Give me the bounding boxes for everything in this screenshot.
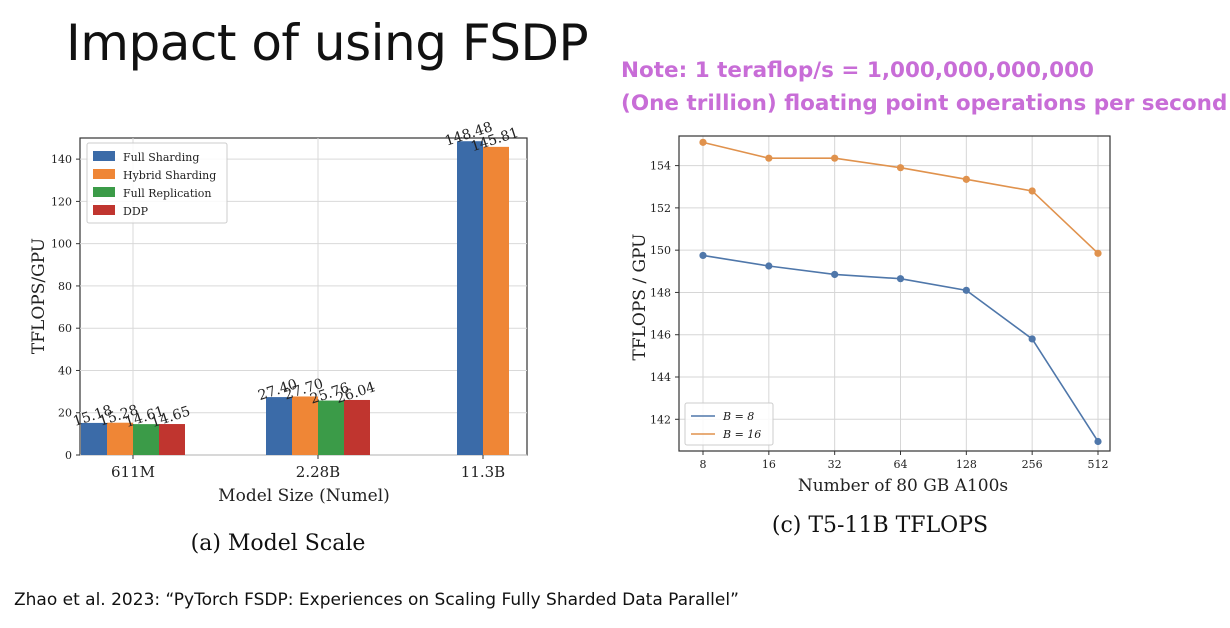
bar-legend-swatch (93, 169, 115, 179)
bar (457, 141, 483, 455)
bar-x-axis-label: Model Size (Numel) (218, 486, 390, 506)
line-x-tick-label: 16 (762, 458, 776, 471)
bar (159, 424, 185, 455)
bar-y-tick-label: 140 (51, 153, 72, 166)
data-point (765, 154, 773, 162)
line-y-tick-label: 142 (650, 413, 671, 426)
bar (483, 146, 509, 455)
bar-legend-swatch (93, 205, 115, 215)
line-legend-label: B = 8 (722, 410, 754, 423)
bar-y-tick-label: 40 (58, 364, 72, 377)
line-legend-label: B = 16 (722, 428, 761, 441)
line-y-tick-label: 150 (650, 244, 671, 257)
slide-title: Impact of using FSDP (66, 14, 589, 72)
data-point (962, 175, 970, 183)
bar (107, 422, 133, 455)
line-x-tick-label: 32 (828, 458, 842, 471)
bar-legend-label: Full Sharding (123, 151, 199, 164)
bar-legend-label: Full Replication (123, 187, 211, 200)
data-point (896, 275, 905, 283)
bar-x-tick-label: 11.3B (461, 463, 505, 481)
line-plot-frame (678, 135, 1111, 452)
line-y-tick-label: 144 (650, 371, 671, 384)
bar-legend-swatch (93, 151, 115, 161)
data-point (1094, 437, 1102, 446)
data-point (1094, 249, 1102, 257)
bar-y-axis-label: TFLOPS/GPU (29, 238, 49, 354)
bar (292, 396, 318, 455)
bar-legend-label: Hybrid Sharding (123, 169, 216, 182)
citation: Zhao et al. 2023: “PyTorch FSDP: Experie… (14, 590, 739, 610)
bar (344, 399, 370, 455)
data-point (699, 138, 707, 146)
line-y-tick-label: 146 (650, 329, 671, 342)
bar-y-tick-label: 60 (58, 322, 72, 335)
note-line-1: Note: 1 teraflop/s = 1,000,000,000,000 (621, 58, 1094, 83)
bar-y-tick-label: 100 (51, 238, 72, 251)
bar-y-tick-label: 120 (51, 195, 72, 208)
data-point (831, 154, 839, 162)
bar-legend-label: DDP (123, 205, 149, 218)
teraflop-note: Note: 1 teraflop/s = 1,000,000,000,000 (… (621, 54, 1227, 120)
data-point (1028, 335, 1036, 343)
line-x-axis-label: Number of 80 GB A100s (798, 476, 1008, 496)
data-point (896, 164, 905, 172)
line-y-axis-label: TFLOPS / GPU (630, 233, 650, 360)
line-x-tick-label: 64 (894, 458, 908, 471)
line-chart-caption: (c) T5-11B TFLOPS (772, 513, 988, 538)
line-y-tick-label: 154 (650, 160, 671, 173)
bar-legend-swatch (93, 187, 115, 197)
line-x-tick-label: 512 (1088, 458, 1109, 471)
line-x-tick-label: 256 (1022, 458, 1043, 471)
data-point (1028, 187, 1036, 195)
bar-y-tick-label: 0 (65, 449, 72, 462)
line-y-tick-label: 148 (650, 286, 671, 299)
bar (133, 424, 159, 455)
data-point (765, 262, 773, 270)
bar (266, 397, 292, 455)
line-y-tick-label: 152 (650, 202, 671, 215)
bar-legend-box (86, 142, 228, 224)
data-point (962, 286, 970, 294)
bar-x-tick-label: 611M (111, 463, 155, 481)
line-x-tick-label: 128 (956, 458, 977, 471)
bar-y-tick-label: 20 (58, 407, 72, 420)
bar (318, 400, 344, 455)
bar-y-tick-label: 80 (58, 280, 72, 293)
line-x-tick-label: 8 (700, 458, 707, 471)
data-point (831, 270, 839, 279)
data-point (699, 251, 707, 260)
note-line-2: (One trillion) floating point operations… (621, 91, 1228, 116)
bar-x-tick-label: 2.28B (296, 463, 340, 481)
t5-11b-line-chart: 142 144 146 148 150 152 154 8 16 32 64 128 256 512 B… (630, 135, 1111, 538)
bar (81, 422, 107, 455)
bar-chart-caption: (a) Model Scale (191, 531, 366, 556)
